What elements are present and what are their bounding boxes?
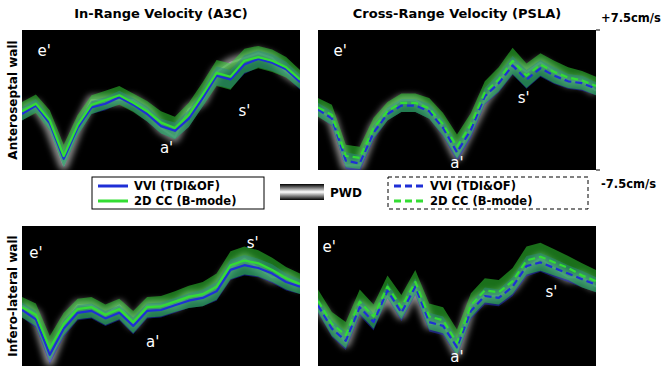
tick-label: +7.5cm/s	[601, 11, 661, 25]
annotation: e'	[29, 244, 42, 262]
annotation: s'	[546, 283, 558, 301]
plot-area	[22, 247, 300, 365]
annotation: e'	[38, 42, 51, 60]
annotation: a'	[450, 154, 463, 172]
plot-area	[318, 243, 596, 357]
plot-background	[318, 226, 596, 366]
plot-background	[318, 30, 596, 170]
tick	[596, 30, 600, 31]
annotation: s'	[518, 89, 530, 107]
series-line	[318, 257, 596, 343]
series-line	[318, 66, 596, 164]
series-line	[22, 59, 300, 159]
series-line	[318, 61, 596, 158]
error-band	[22, 247, 300, 361]
legend-swatch	[280, 184, 324, 200]
legend-swatch	[98, 200, 128, 203]
figure: e' a' s' In-Range Velocity (A3C) Anterosepta…	[0, 0, 667, 368]
annotation: a'	[146, 333, 159, 351]
legend-label: VVI (TDI&OF)	[134, 179, 220, 193]
plot-area	[318, 48, 596, 170]
error-band	[318, 243, 596, 356]
tick	[596, 170, 600, 171]
row-label: Infero-lateral wall	[6, 235, 20, 356]
error-band	[22, 46, 300, 167]
legend-label: 2D CC (B-mode)	[134, 194, 236, 208]
row-label: Anteroseptal wall	[6, 40, 20, 159]
error-band	[318, 48, 596, 169]
panel-title: In-Range Velocity (A3C)	[74, 6, 248, 21]
legend-swatch	[98, 185, 128, 188]
legend-swatch	[394, 200, 424, 203]
annotation: s'	[238, 102, 250, 120]
plot-background	[22, 226, 300, 366]
annotation: a'	[160, 139, 173, 157]
legend-label: PWD	[330, 186, 362, 200]
legend-label: VVI (TDI&OF)	[430, 179, 516, 193]
panel-title: Cross-Range Velocity (PSLA)	[353, 6, 562, 21]
series-line	[318, 262, 596, 347]
annotation: e'	[322, 238, 335, 256]
plot-background	[22, 30, 300, 170]
plot-area	[22, 46, 300, 167]
legend-box	[388, 177, 588, 209]
series-line	[22, 265, 300, 355]
legend-box	[92, 177, 264, 209]
tick-label: -7.5cm/s	[601, 177, 656, 191]
annotation: e'	[334, 42, 347, 60]
legend-swatch	[394, 185, 424, 188]
annotation: a'	[450, 348, 463, 366]
annotation: s'	[247, 234, 259, 252]
legend-label: 2D CC (B-mode)	[430, 194, 532, 208]
series-line	[22, 261, 300, 349]
